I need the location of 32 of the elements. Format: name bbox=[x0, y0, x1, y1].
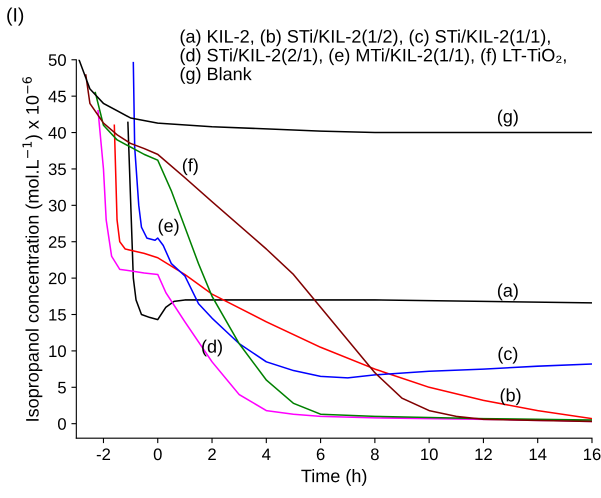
series-label: (d) bbox=[202, 340, 222, 356]
annotation: (a) KIL-2, (b) STi/KIL-2(1/2), (c) STi/KIL-2(1/1), (d) STi/KIL-2(2/1), (e) MTi/KIL-2(1/1), (f) LT-TiO₂, (g) Blank bbox=[180, 29, 566, 84]
x-tick-label: 6 bbox=[316, 448, 324, 460]
y-tick-label: 40 bbox=[48, 126, 66, 139]
series-label: (e) bbox=[158, 218, 179, 236]
y-tick-label: 15 bbox=[49, 309, 66, 321]
x-tick-label: 4 bbox=[262, 448, 270, 460]
y-tick-label: 30 bbox=[48, 200, 66, 212]
series-label: (c) bbox=[498, 346, 518, 364]
y-tick-label: 50 bbox=[48, 54, 66, 66]
x-tick-label: 2 bbox=[208, 448, 216, 460]
x-tick-label: 0 bbox=[154, 448, 162, 460]
series-label: (g) bbox=[498, 110, 518, 126]
x-tick-label: 10 bbox=[421, 448, 438, 460]
y-tick-label: 45 bbox=[48, 90, 66, 102]
x-tick-label: 12 bbox=[475, 448, 492, 460]
series-label: (a) bbox=[498, 284, 518, 300]
y-tick-label: 0 bbox=[58, 418, 66, 430]
text: (I) bbox=[7, 7, 24, 26]
x-tick-label: 8 bbox=[370, 448, 379, 460]
x-tick-label: 16 bbox=[584, 448, 601, 460]
y-tick-label: 20 bbox=[48, 272, 66, 284]
x-axis-title: Time (h) bbox=[301, 469, 366, 486]
y-tick-label: 35 bbox=[48, 163, 66, 176]
y-tick-label: 5 bbox=[58, 382, 66, 394]
y-tick-label: 10 bbox=[49, 345, 66, 358]
y-axis-title: Isopropanol concentration (mol.L$^{−1}$) x 10$^{−6}$ bbox=[22, 77, 42, 421]
series-label: (f) bbox=[182, 158, 198, 176]
y-tick-label: 25 bbox=[48, 236, 66, 248]
series-label: (b) bbox=[500, 388, 520, 406]
x-tick-label: -2 bbox=[96, 448, 110, 460]
x-tick-label: 14 bbox=[530, 448, 546, 460]
